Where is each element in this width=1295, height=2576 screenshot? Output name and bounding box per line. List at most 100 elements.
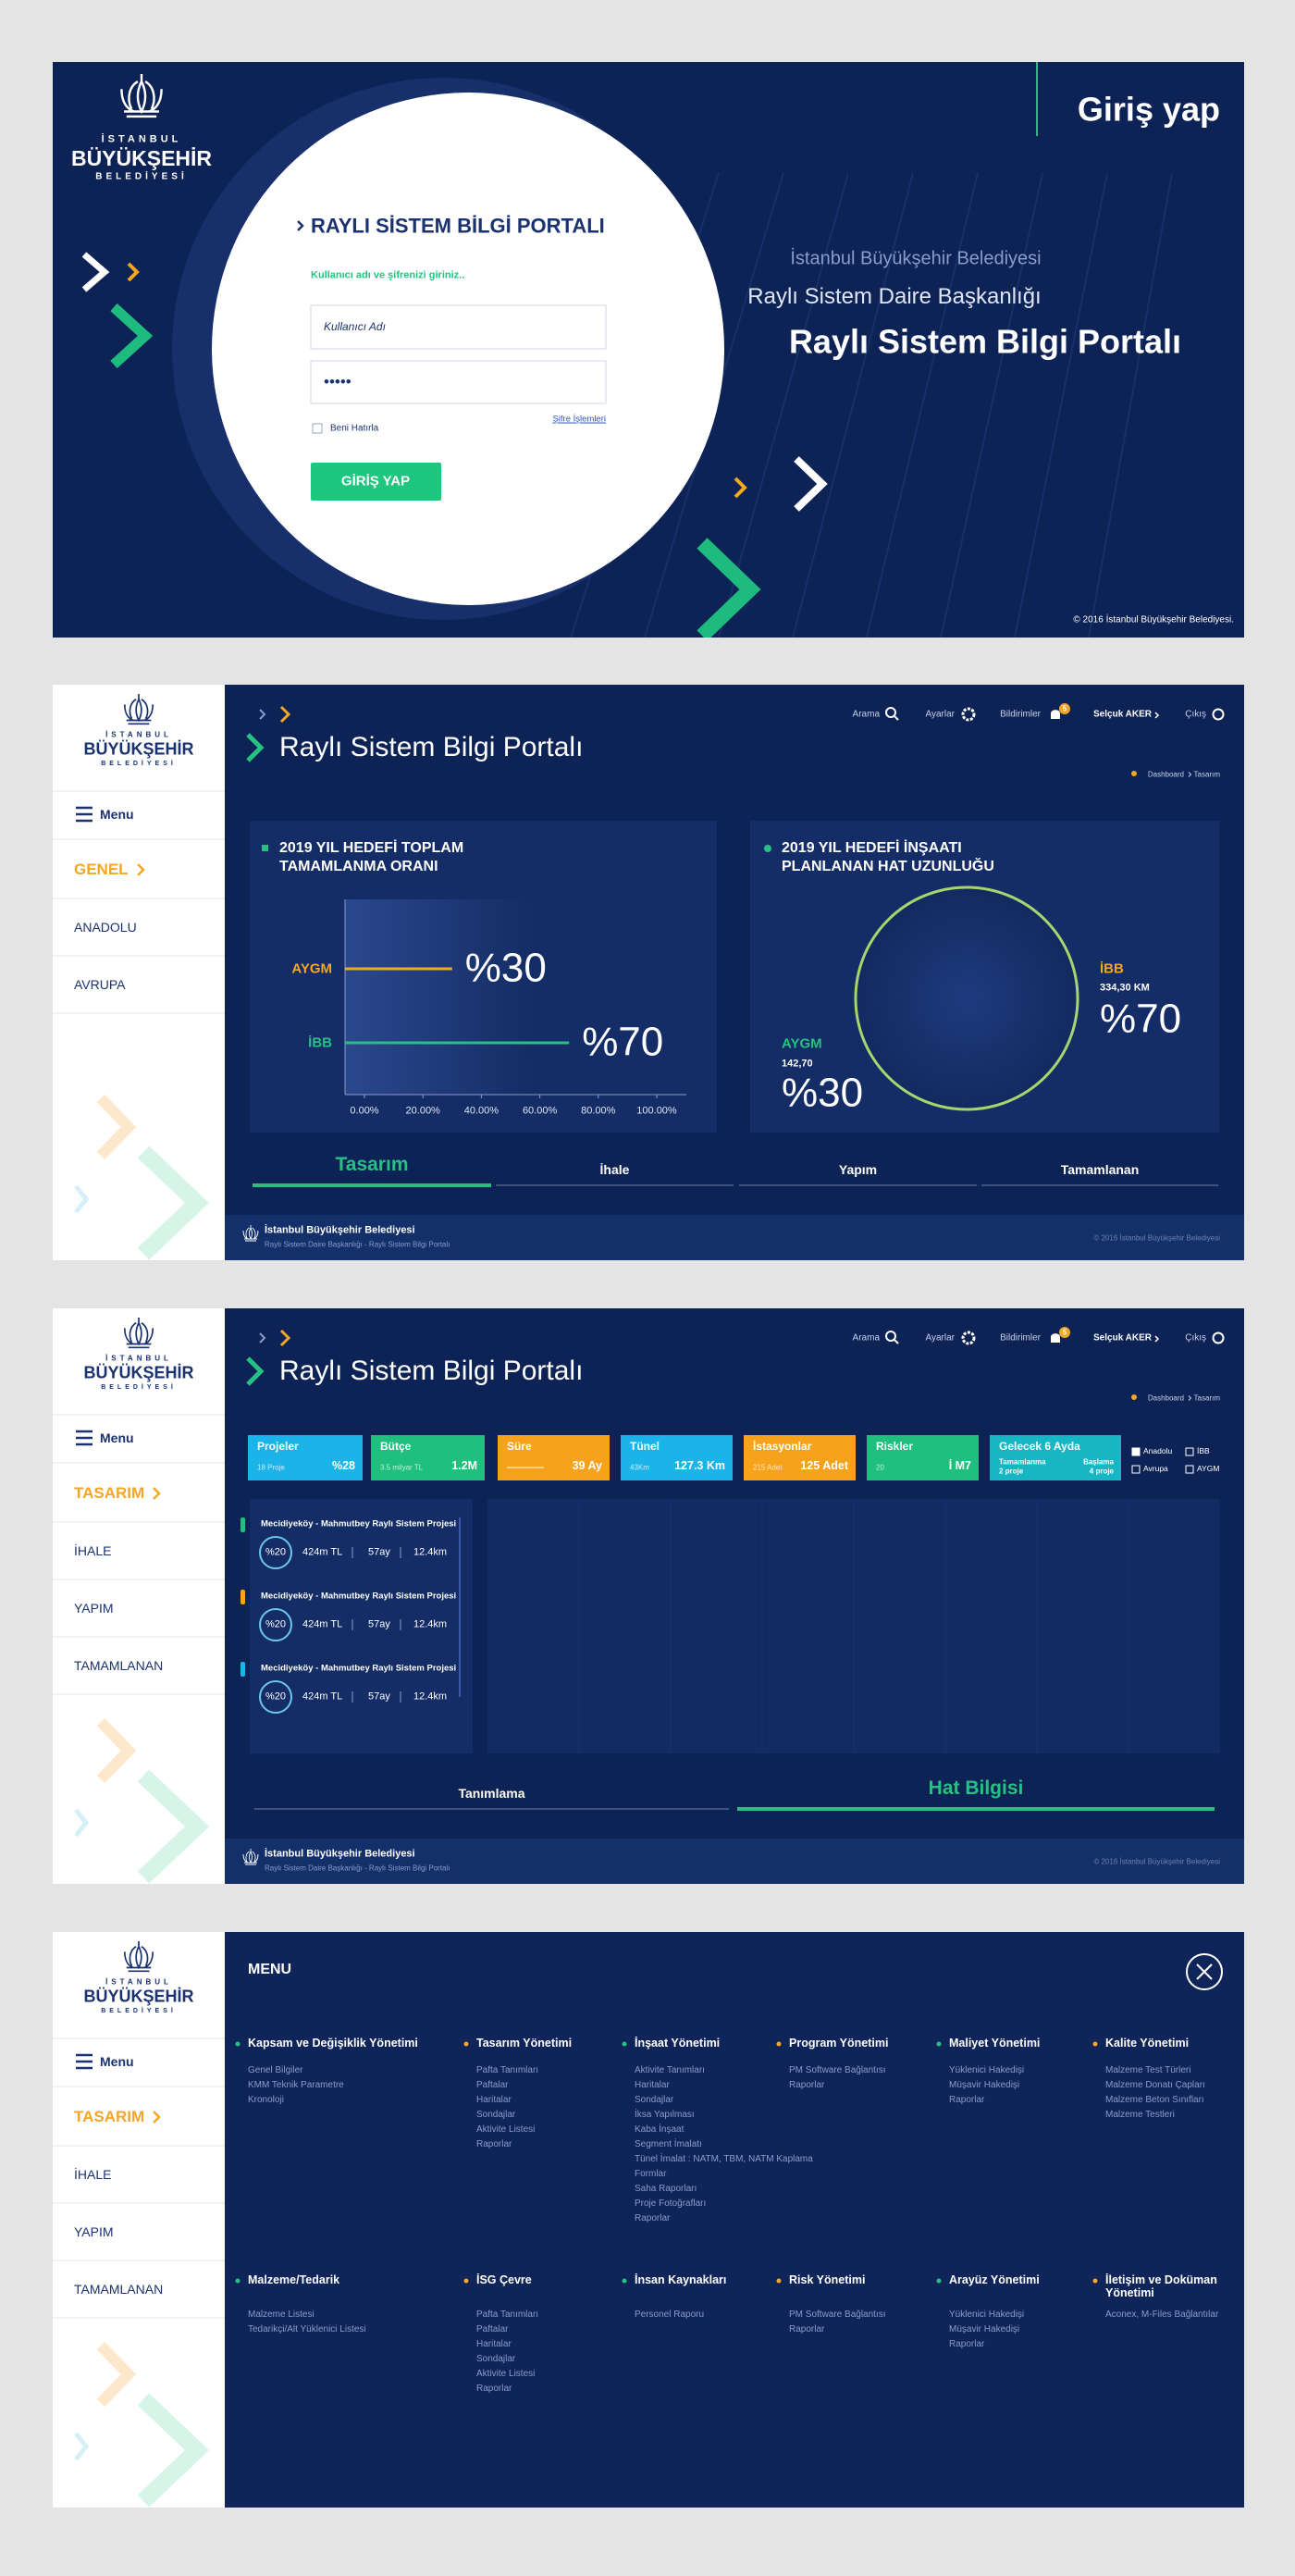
tile-title[interactable]: Riskler [876,1440,914,1454]
sidebar-item[interactable]: YAPIM [74,2223,114,2239]
sidebar-item[interactable]: GENEL [74,861,129,879]
sidebar-item[interactable]: YAPIM [74,1600,114,1616]
settings-link[interactable]: Ayarlar [925,1332,956,1344]
tile-title[interactable]: Projeler [257,1440,299,1454]
sidebar-item[interactable]: TAMAMLANAN [74,2281,164,2297]
section-item[interactable]: Genel Bilgiler [248,2065,303,2075]
section-item[interactable]: Raporlar [635,2213,671,2223]
logout-link[interactable]: Çıkış [1185,1332,1206,1344]
section-item[interactable]: Malzeme Listesi [248,2310,314,2320]
login-button-label[interactable]: GİRİŞ YAP [340,473,411,489]
tile-title[interactable]: İstasyonlar [753,1440,812,1454]
search-link[interactable]: Arama [852,709,880,720]
tab[interactable]: İhale [599,1161,630,1177]
legend-label[interactable]: Avrupa [1143,1464,1168,1474]
section-item[interactable]: Malzeme Donatı Çapları [1105,2080,1205,2090]
section-item[interactable]: Sondajlar [476,2354,516,2364]
user-menu[interactable]: Selçuk AKER [1093,709,1152,720]
section-item[interactable]: Malzeme Testleri [1105,2110,1175,2120]
tile-title[interactable]: Süre [507,1440,532,1454]
sidebar-item[interactable]: İHALE [74,2166,112,2182]
section-item[interactable]: Pafta Tanımları [476,2310,539,2320]
section-item[interactable]: Sondajlar [635,2095,674,2105]
section-item[interactable]: Kaba İnşaat [635,2124,684,2135]
user-menu[interactable]: Selçuk AKER [1093,1332,1152,1344]
tab[interactable]: Hat Bilgisi [928,1777,1024,1799]
section-item[interactable]: Yüklenici Hakedişi [949,2310,1025,2320]
section-item[interactable]: Formlar [635,2169,667,2179]
password-mask[interactable]: ••••• [324,373,352,391]
section-item[interactable]: Haritalar [635,2080,670,2090]
legend-label[interactable]: AYGM [1197,1464,1220,1474]
legend-label[interactable]: Anadolu [1143,1446,1173,1456]
username-placeholder[interactable]: Kullanıcı Adı [324,320,386,334]
section-item[interactable]: Malzeme Test Türleri [1105,2065,1191,2075]
notifications-link[interactable]: Bildirimler [1000,1332,1041,1344]
section-item[interactable]: Raporlar [476,2139,512,2149]
tab[interactable]: Yapım [838,1161,878,1177]
section-bullet [622,2278,627,2284]
stat-tile [248,1435,363,1480]
section-item[interactable]: PM Software Bağlantısı [789,2065,886,2075]
search-link[interactable]: Arama [852,1332,880,1344]
tile-right: 4 proje [1089,1467,1114,1476]
item-title[interactable]: Mecidiyeköy - Mahmutbey Raylı Sistem Pro… [261,1663,457,1674]
section-item[interactable]: Malzeme Beton Sınıfları [1105,2095,1204,2105]
section-item[interactable]: Raporlar [789,2080,825,2090]
section-item[interactable]: İksa Yapılması [635,2110,695,2120]
section-item[interactable]: Kronoloji [248,2095,284,2105]
section-item[interactable]: Tedarikçi/Alt Yüklenici Listesi [248,2324,366,2334]
logout-link[interactable]: Çıkış [1185,709,1206,720]
section-item[interactable]: Pafta Tanımları [476,2065,539,2075]
section-item[interactable]: Yüklenici Hakedişi [949,2065,1025,2075]
section-item[interactable]: Müşavir Hakedişi [949,2324,1020,2334]
section-item[interactable]: Proje Fotoğrafları [635,2198,707,2209]
breadcrumb-item[interactable]: Dashboard [1147,770,1184,779]
item-title[interactable]: Mecidiyeköy - Mahmutbey Raylı Sistem Pro… [261,1591,457,1602]
section-item[interactable]: Tünel İmalat : NATM, TBM, NATM Kaplama [635,2154,813,2164]
password-link[interactable]: Şifre İşlemleri [552,414,606,425]
section-item[interactable]: Aktivite Listesi [476,2369,536,2379]
section-item[interactable]: Sondajlar [476,2110,516,2120]
tab[interactable]: Tamamlanan [1060,1161,1140,1177]
sidebar-item[interactable]: TASARIM [74,1484,145,1503]
sidebar-item[interactable]: ANADOLU [74,919,137,935]
section-item[interactable]: Paftalar [476,2080,509,2090]
section-item[interactable]: Saha Raporları [635,2184,697,2194]
settings-link[interactable]: Ayarlar [925,709,956,720]
section-item[interactable]: Aktivite Listesi [476,2124,536,2135]
breadcrumb-item[interactable]: Dashboard [1147,1393,1184,1403]
sidebar-item[interactable]: TASARIM [74,2108,145,2126]
tile-title[interactable]: Tünel [630,1440,660,1454]
tab[interactable]: Tanımlama [458,1785,525,1801]
section-item[interactable]: Raporlar [949,2095,985,2105]
section-item[interactable]: KMM Teknik Parametre [248,2080,344,2090]
tab[interactable]: Tasarım [335,1153,409,1175]
sidebar-item[interactable]: AVRUPA [74,976,126,992]
section-item[interactable]: Raporlar [476,2384,512,2394]
section-item[interactable]: Segment İmalatı [635,2139,702,2149]
section-item[interactable]: Aconex, M-Files Bağlantılar [1105,2310,1219,2320]
item-title[interactable]: Mecidiyeköy - Mahmutbey Raylı Sistem Pro… [261,1518,457,1530]
section-item[interactable]: Aktivite Tanımları [635,2065,705,2075]
notifications-link[interactable]: Bildirimler [1000,709,1041,720]
legend-label[interactable]: İBB [1197,1446,1210,1456]
section-item[interactable]: Haritalar [476,2339,512,2349]
remember-label[interactable]: Beni Hatırla [330,423,379,434]
tile-right: Başlama [1083,1457,1114,1467]
menu-label[interactable]: Menu [100,806,134,822]
tile-title[interactable]: Bütçe [380,1440,412,1454]
section-item[interactable]: Raporlar [949,2339,985,2349]
menu-label[interactable]: Menu [100,2053,134,2069]
section-item[interactable]: PM Software Bağlantısı [789,2310,886,2320]
section-item[interactable]: Müşavir Hakedişi [949,2080,1020,2090]
section-title: İletişim ve Doküman Yönetimi [1105,2273,1217,2300]
section-item[interactable]: Raporlar [789,2324,825,2334]
tile-title[interactable]: Gelecek 6 Ayda [999,1440,1080,1454]
sidebar-item[interactable]: İHALE [74,1542,112,1558]
section-item[interactable]: Paftalar [476,2324,509,2334]
section-item[interactable]: Haritalar [476,2095,512,2105]
section-item[interactable]: Personel Raporu [635,2310,705,2320]
sidebar-item[interactable]: TAMAMLANAN [74,1657,164,1673]
menu-label[interactable]: Menu [100,1430,134,1445]
